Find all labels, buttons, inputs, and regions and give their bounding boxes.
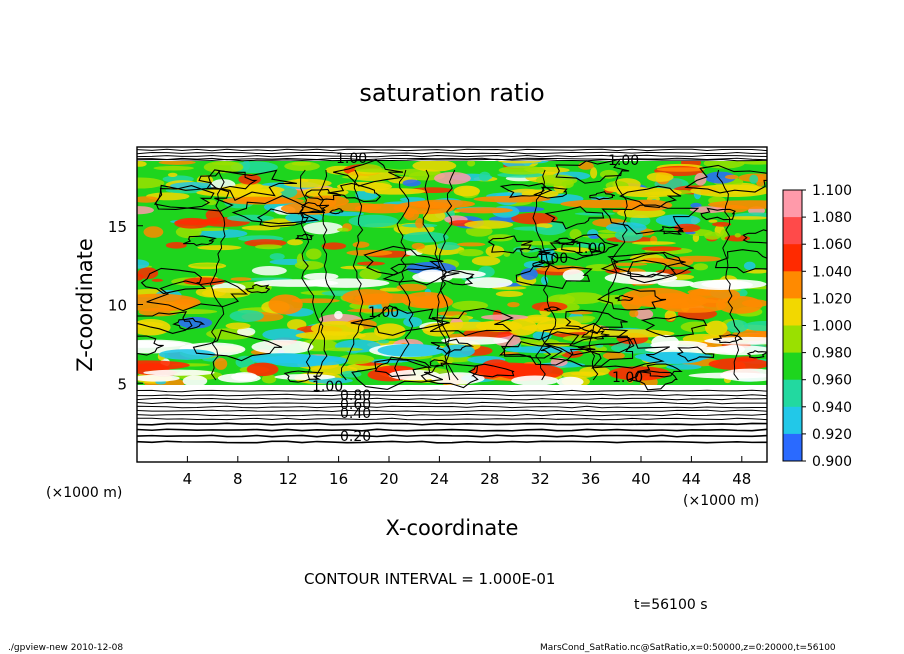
y-axis: 5 10 15 bbox=[108, 218, 143, 393]
contour-label: 1.00 bbox=[608, 153, 639, 169]
colorbar-band bbox=[783, 190, 802, 218]
x-tick-label: 8 bbox=[233, 470, 243, 488]
colorbar-label: 1.080 bbox=[812, 210, 852, 226]
colorbar-band bbox=[783, 298, 802, 326]
colorbar: 1.100 1.080 1.060 1.040 1.020 1.000 0.980 0.960… bbox=[782, 183, 852, 470]
colorbar-band bbox=[783, 325, 802, 354]
colorbar-band bbox=[783, 271, 802, 299]
colorbar-band bbox=[783, 433, 802, 462]
colorbar-band bbox=[783, 217, 802, 245]
contour-label: 0.20 bbox=[340, 429, 371, 445]
contour-interval-text: CONTOUR INTERVAL = 1.000E-01 bbox=[304, 570, 555, 588]
y-tick-label: 15 bbox=[108, 218, 127, 236]
colorbar-label: 1.000 bbox=[812, 319, 852, 335]
y-tick-label: 5 bbox=[117, 375, 127, 393]
time-text: t=56100 s bbox=[634, 597, 708, 613]
colorbar-label: 1.060 bbox=[812, 237, 852, 253]
x-axis: 4 8 12 16 20 24 28 32 36 40 44 48 bbox=[183, 456, 751, 488]
contour-label: 1.00 bbox=[575, 241, 606, 257]
x-tick-label: 44 bbox=[682, 470, 701, 488]
plot-area bbox=[137, 147, 767, 462]
colorbar-band bbox=[783, 406, 802, 435]
x-axis-label: X-coordinate bbox=[386, 516, 519, 540]
contour-label: 0.80 bbox=[340, 388, 371, 404]
x-tick-label: 40 bbox=[631, 470, 650, 488]
contour-label: 1.00 bbox=[368, 305, 399, 321]
x-unit-label: (×1000 m) bbox=[683, 493, 759, 509]
x-tick-label: 48 bbox=[732, 470, 751, 488]
colorbar-band bbox=[783, 379, 802, 408]
colorbar-label: 0.980 bbox=[812, 346, 852, 362]
colorbar-label: 0.940 bbox=[812, 400, 852, 416]
y-tick-label: 10 bbox=[108, 297, 127, 315]
contour-lines bbox=[137, 148, 767, 444]
footer-right: MarsCond_SatRatio.nc@SatRatio,x=0:50000,… bbox=[540, 643, 836, 653]
contour-label: 0.60 bbox=[340, 397, 371, 413]
colorbar-band bbox=[783, 352, 802, 381]
x-tick-label: 20 bbox=[379, 470, 398, 488]
x-tick-label: 12 bbox=[279, 470, 298, 488]
colorbar-label: 0.960 bbox=[812, 373, 852, 389]
x-tick-label: 4 bbox=[183, 470, 193, 488]
x-tick-label: 16 bbox=[329, 470, 348, 488]
colorbar-label: 1.040 bbox=[812, 264, 852, 280]
x-tick-label: 36 bbox=[581, 470, 600, 488]
colorbar-label: 1.100 bbox=[812, 183, 852, 199]
contour-label-group: 1.00 1.00 1.00 1.00 1.00 1.00 1.00 0.80 … bbox=[312, 151, 643, 445]
y-unit-label: (×1000 m) bbox=[46, 485, 122, 501]
contour-label: 1.00 bbox=[612, 370, 643, 386]
y-axis-label: Z-coordinate bbox=[73, 238, 97, 372]
x-tick-label: 32 bbox=[531, 470, 550, 488]
chart-title: saturation ratio bbox=[359, 79, 544, 107]
contour-label: 1.00 bbox=[537, 251, 568, 267]
footer-left: ./gpview-new 2010-12-08 bbox=[8, 643, 123, 653]
contour-label: 1.00 bbox=[312, 379, 343, 395]
contour-label: 0.40 bbox=[340, 406, 371, 422]
colorbar-label: 0.900 bbox=[812, 454, 852, 470]
colorbar-label: 1.020 bbox=[812, 291, 852, 307]
x-tick-label: 24 bbox=[430, 470, 449, 488]
x-tick-label: 28 bbox=[480, 470, 499, 488]
contour-label: 1.00 bbox=[336, 151, 367, 167]
colorbar-label: 0.920 bbox=[812, 427, 852, 443]
colorbar-band bbox=[783, 244, 802, 272]
